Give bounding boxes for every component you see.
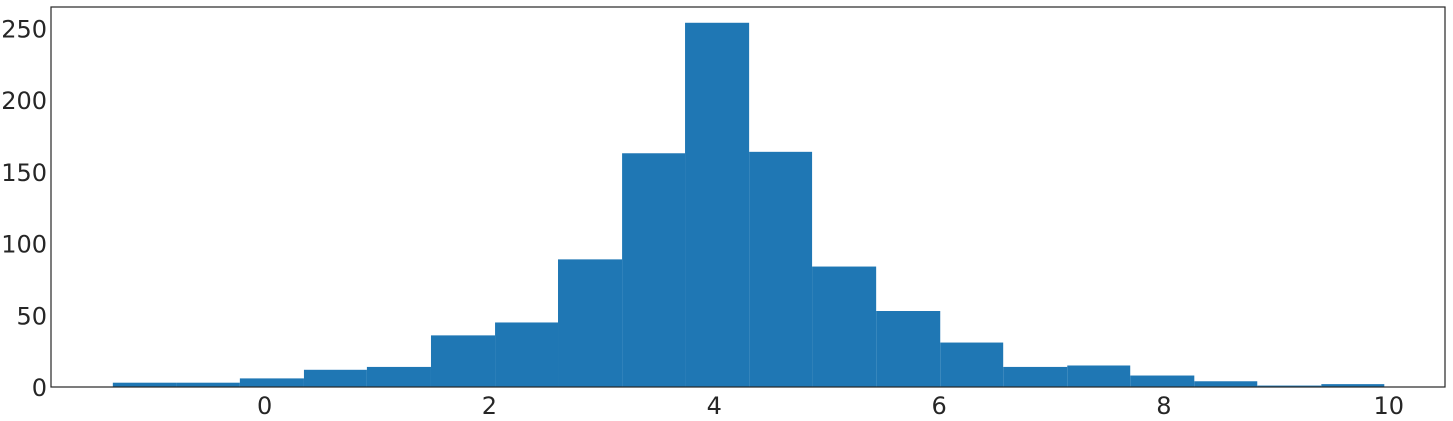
x-tick-label: 8 bbox=[1156, 392, 1171, 420]
histogram-bar bbox=[112, 382, 177, 387]
y-tick-label: 250 bbox=[1, 16, 47, 44]
histogram-bar bbox=[685, 22, 750, 387]
histogram-bar bbox=[366, 366, 431, 387]
plot-frame bbox=[50, 6, 1446, 388]
histogram-bar bbox=[558, 259, 623, 387]
x-tick-label: 4 bbox=[707, 392, 722, 420]
histogram-bar bbox=[430, 335, 496, 387]
histogram-bar bbox=[239, 378, 304, 387]
x-tick-label: 2 bbox=[482, 392, 497, 420]
histogram-bar bbox=[1067, 365, 1131, 387]
x-tick-label: 10 bbox=[1374, 392, 1405, 420]
histogram-bar bbox=[1194, 381, 1258, 387]
histogram-bars bbox=[112, 22, 1385, 387]
histogram-bar bbox=[1257, 385, 1322, 387]
y-tick-label: 0 bbox=[32, 374, 47, 402]
histogram-bar bbox=[495, 322, 559, 387]
histogram-bar bbox=[812, 266, 877, 387]
histogram-bar bbox=[940, 342, 1004, 387]
histogram-bar bbox=[303, 369, 367, 387]
y-tick-label: 100 bbox=[1, 231, 47, 259]
histogram-bar bbox=[1321, 384, 1385, 387]
histogram-bar bbox=[749, 151, 813, 387]
x-tick-label: 0 bbox=[257, 392, 272, 420]
histogram-bar bbox=[1130, 375, 1195, 387]
y-axis-ticks: 0 50 100 150 200 250 bbox=[1, 16, 47, 402]
x-tick-label: 6 bbox=[931, 392, 946, 420]
histogram-bar bbox=[876, 311, 941, 387]
histogram-bar bbox=[622, 153, 686, 387]
histogram-bar bbox=[1003, 366, 1068, 387]
y-tick-label: 200 bbox=[1, 87, 47, 115]
x-axis-ticks: 0 2 4 6 8 10 bbox=[257, 392, 1404, 420]
histogram-bar bbox=[176, 382, 240, 387]
y-tick-label: 50 bbox=[16, 302, 47, 330]
y-tick-label: 150 bbox=[1, 159, 47, 187]
